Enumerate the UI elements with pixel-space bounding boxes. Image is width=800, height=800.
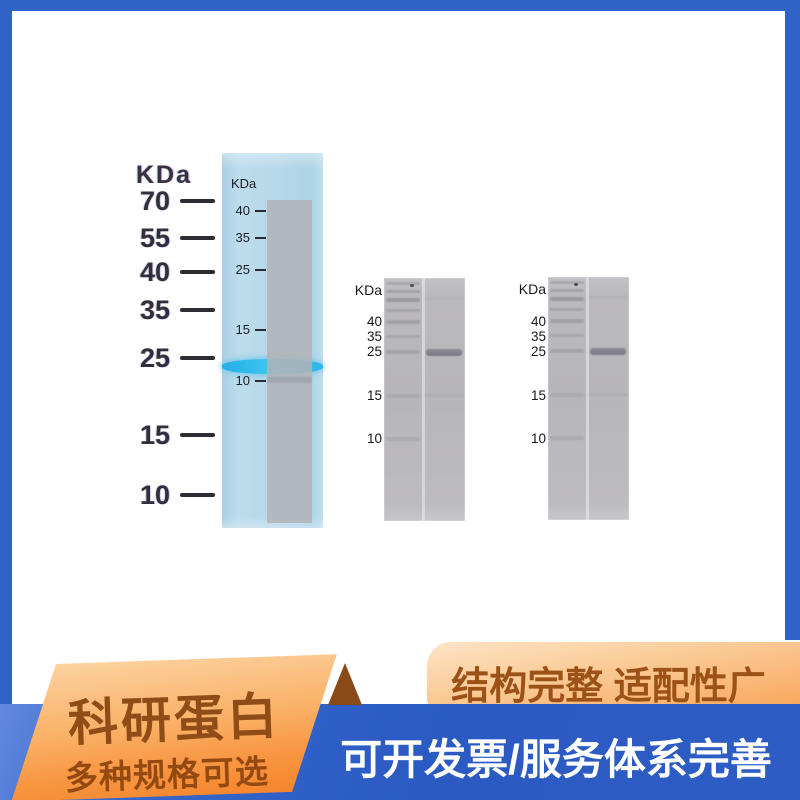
marker-band <box>386 298 420 302</box>
ladder-value: 55 <box>139 223 171 253</box>
marker-band <box>550 297 584 301</box>
ladder-tick <box>180 199 215 203</box>
marker-band <box>386 335 420 338</box>
frame-border-left <box>0 0 12 800</box>
faint-band <box>588 296 628 299</box>
outer-ladder-row: 55 <box>136 223 256 253</box>
feature-highlight-box: 结构完整 适配性广 <box>427 642 800 708</box>
sample-protein-band <box>426 349 462 356</box>
ladder-tick <box>255 210 266 212</box>
ladder-value: 35 <box>366 329 382 344</box>
sds-page-gel <box>384 278 465 521</box>
marker-dot <box>410 284 414 287</box>
coomassie-gel: KDa 40 35 25 15 10 <box>222 153 323 528</box>
ladder-value: 70 <box>139 186 171 216</box>
product-subtitle: 多种规格可选 <box>64 752 270 797</box>
marker-band <box>550 436 584 440</box>
outer-ladder-row: 10 <box>136 480 256 510</box>
sds-page-gel <box>548 277 629 520</box>
inner-ladder-row: 10 <box>226 373 271 389</box>
service-text: 可开发票/服务体系完善 <box>340 736 772 783</box>
inner-ladder-row: 40 <box>226 203 271 219</box>
ladder-value: 35 <box>235 230 250 245</box>
ladder-value: 40 <box>139 257 171 287</box>
ladder-tick <box>255 237 266 239</box>
ladder-tick <box>255 380 266 382</box>
ladder-tick <box>180 493 215 497</box>
ladder-tick <box>255 269 266 271</box>
outer-ladder-row: 35 <box>136 295 256 325</box>
faint-band <box>424 297 464 300</box>
marker-band <box>386 309 420 312</box>
inner-ladder-row: 15 <box>226 322 271 338</box>
marker-band <box>550 393 584 397</box>
ladder-value: 40 <box>235 203 250 218</box>
faint-band <box>588 393 628 396</box>
outer-ladder-row: 40 <box>136 257 256 287</box>
marker-band <box>550 289 584 292</box>
frame-border-top <box>0 0 800 11</box>
marker-dot <box>574 283 578 286</box>
ladder-value: 40 <box>530 314 546 329</box>
ladder-value: 40 <box>366 314 382 329</box>
ladder-value: 15 <box>530 388 546 403</box>
ladder-value: 10 <box>366 431 382 446</box>
feature-text: 结构完整 适配性广 <box>451 666 766 708</box>
ladder-tick <box>255 329 266 331</box>
outer-ladder-row: 25 <box>136 343 256 373</box>
ladder-value: 15 <box>366 388 382 403</box>
ladder-value: 10 <box>139 480 171 510</box>
ladder-value: 35 <box>139 295 171 325</box>
outer-ladder-row: 15 <box>136 420 256 450</box>
marker-band <box>550 349 584 353</box>
sample-protein-band <box>590 348 626 355</box>
gel-ladder-unit: KDa <box>518 281 546 297</box>
outer-ladder-unit: KDa <box>136 161 193 189</box>
ladder-value: 15 <box>235 322 250 337</box>
frame-border-right <box>785 0 800 640</box>
ladder-value: 25 <box>139 343 171 373</box>
ladder-value: 10 <box>235 373 250 388</box>
ladder-value: 25 <box>235 262 250 277</box>
lane-seam <box>586 277 589 520</box>
marker-band <box>386 282 420 285</box>
ladder-value: 15 <box>139 420 171 450</box>
marker-band <box>550 308 584 311</box>
marker-band <box>386 350 420 354</box>
ladder-value: 35 <box>530 329 546 344</box>
ladder-tick <box>180 308 215 312</box>
lane-seam <box>422 278 425 521</box>
ladder-value: 25 <box>530 344 546 359</box>
ladder-tick <box>180 356 215 360</box>
ladder-tick <box>180 236 215 240</box>
gel-ladder-unit: KDa <box>354 282 382 298</box>
sample-lane <box>267 200 312 523</box>
ladder-tick <box>180 433 215 437</box>
inner-ladder-row: 35 <box>226 230 271 246</box>
inner-ladder-unit: KDa <box>231 176 257 191</box>
marker-band <box>550 281 584 284</box>
ladder-value: 10 <box>530 431 546 446</box>
marker-band <box>386 437 420 441</box>
marker-band <box>386 394 420 398</box>
faint-band <box>267 377 312 383</box>
marker-band <box>386 320 420 324</box>
faint-band <box>424 394 464 397</box>
ladder-tick <box>180 270 215 274</box>
ladder-value: 25 <box>366 344 382 359</box>
marker-band <box>550 334 584 337</box>
inner-ladder-row: 25 <box>226 262 271 278</box>
title-ribbon: 科研蛋白 多种规格可选 <box>11 654 342 800</box>
marker-band <box>550 319 584 323</box>
outer-ladder-row: 70 <box>136 186 256 216</box>
marker-band <box>386 290 420 293</box>
